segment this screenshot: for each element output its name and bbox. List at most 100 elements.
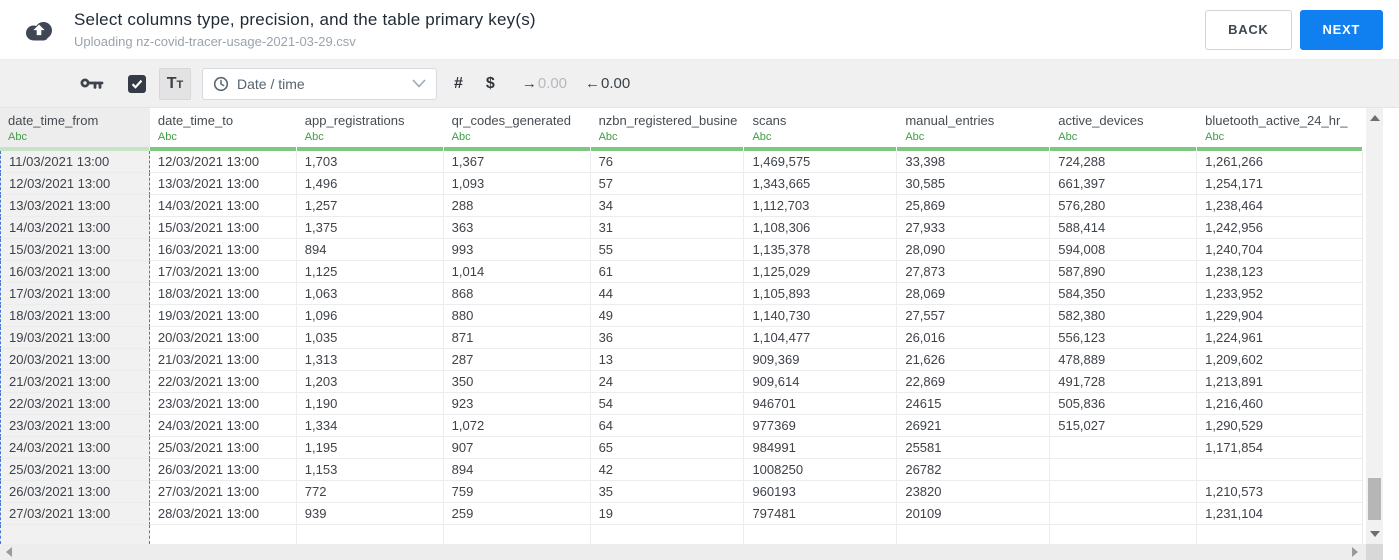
table-cell[interactable]: 724,288 [1050,151,1198,173]
table-cell[interactable]: 18/03/2021 13:00 [149,283,297,305]
table-cell[interactable]: 28,090 [897,239,1051,261]
table-cell[interactable]: 12/03/2021 13:00 [0,173,150,195]
table-cell[interactable]: 19/03/2021 13:00 [0,327,150,349]
table-cell[interactable]: 588,414 [1050,217,1198,239]
back-button[interactable]: BACK [1205,9,1292,50]
table-cell[interactable]: 15/03/2021 13:00 [0,239,150,261]
table-cell[interactable]: 1,140,730 [744,305,898,327]
table-cell[interactable] [1050,481,1198,503]
table-cell[interactable]: 25,869 [897,195,1051,217]
table-cell[interactable]: 44 [590,283,745,305]
table-cell[interactable]: 1,112,703 [744,195,898,217]
column-type-select[interactable]: Date / time [202,67,437,100]
table-cell[interactable]: 960193 [744,481,898,503]
table-cell[interactable]: 1,096 [296,305,444,327]
table-cell[interactable]: 23/03/2021 13:00 [0,415,150,437]
table-cell[interactable] [1050,503,1198,525]
table-cell[interactable]: 22/03/2021 13:00 [149,371,297,393]
table-cell[interactable]: 1,469,575 [744,151,898,173]
table-cell[interactable]: 1,313 [296,349,444,371]
table-cell[interactable]: 23820 [897,481,1051,503]
table-cell[interactable]: 27,873 [897,261,1051,283]
table-cell[interactable]: 1,035 [296,327,444,349]
table-cell[interactable]: 909,614 [744,371,898,393]
column-header-scans[interactable]: scans Abc [744,108,897,151]
table-cell[interactable]: 1,703 [296,151,444,173]
table-cell[interactable]: 14/03/2021 13:00 [0,217,150,239]
table-cell[interactable]: 1,238,123 [1197,261,1363,283]
table-cell[interactable]: 594,008 [1050,239,1198,261]
table-cell[interactable]: 16/03/2021 13:00 [149,239,297,261]
table-cell[interactable]: 1,135,378 [744,239,898,261]
table-cell[interactable]: 1,216,460 [1197,393,1363,415]
table-cell[interactable]: 24/03/2021 13:00 [0,437,150,459]
table-cell[interactable]: 1,104,477 [744,327,898,349]
table-cell[interactable]: 1,153 [296,459,444,481]
table-cell[interactable]: 64 [590,415,745,437]
table-cell[interactable]: 16/03/2021 13:00 [0,261,150,283]
table-cell[interactable]: 24615 [897,393,1051,415]
table-cell[interactable]: 13 [590,349,745,371]
horizontal-scrollbar[interactable] [0,544,1366,560]
table-cell[interactable]: 505,836 [1050,393,1198,415]
table-cell[interactable]: 15/03/2021 13:00 [149,217,297,239]
table-cell[interactable]: 984991 [744,437,898,459]
table-cell[interactable]: 1,190 [296,393,444,415]
table-cell[interactable] [0,525,150,544]
table-cell[interactable]: 26782 [897,459,1051,481]
table-cell[interactable]: 49 [590,305,745,327]
table-cell[interactable] [1050,525,1198,544]
table-cell[interactable]: 288 [443,195,591,217]
table-cell[interactable] [1050,437,1198,459]
table-cell[interactable]: 1,125,029 [744,261,898,283]
table-cell[interactable]: 1,171,854 [1197,437,1363,459]
table-cell[interactable]: 1,195 [296,437,444,459]
table-cell[interactable]: 1,125 [296,261,444,283]
scroll-right-icon[interactable] [1352,547,1358,557]
table-cell[interactable]: 54 [590,393,745,415]
table-cell[interactable]: 1,238,464 [1197,195,1363,217]
table-cell[interactable]: 1,203 [296,371,444,393]
column-header-active_devices[interactable]: active_devices Abc [1050,108,1197,151]
table-cell[interactable]: 76 [590,151,745,173]
table-cell[interactable]: 21,626 [897,349,1051,371]
table-cell[interactable]: 28,069 [897,283,1051,305]
table-cell[interactable]: 1,224,961 [1197,327,1363,349]
table-cell[interactable]: 42 [590,459,745,481]
table-cell[interactable]: 1,334 [296,415,444,437]
table-cell[interactable]: 24 [590,371,745,393]
table-cell[interactable] [1050,459,1198,481]
table-cell[interactable]: 977369 [744,415,898,437]
scroll-left-icon[interactable] [6,547,12,557]
table-cell[interactable]: 13/03/2021 13:00 [0,195,150,217]
table-cell[interactable]: 661,397 [1050,173,1198,195]
scroll-down-icon[interactable] [1370,531,1380,537]
table-cell[interactable]: 1,254,171 [1197,173,1363,195]
table-cell[interactable]: 894 [443,459,591,481]
table-cell[interactable]: 576,280 [1050,195,1198,217]
decrease-precision-button[interactable]: ← 0.00 [585,75,631,92]
column-header-qr_codes_generated[interactable]: qr_codes_generated Abc [443,108,591,151]
table-cell[interactable]: 26/03/2021 13:00 [0,481,150,503]
table-cell[interactable]: 21/03/2021 13:00 [0,371,150,393]
table-cell[interactable]: 31 [590,217,745,239]
table-cell[interactable]: 1,242,956 [1197,217,1363,239]
column-header-bluetooth_active_24_hr_[interactable]: bluetooth_active_24_hr_ Abc [1197,108,1363,151]
table-cell[interactable]: 946701 [744,393,898,415]
table-cell[interactable]: 880 [443,305,591,327]
table-cell[interactable]: 759 [443,481,591,503]
table-cell[interactable]: 582,380 [1050,305,1198,327]
primary-key-button[interactable] [80,76,104,92]
table-cell[interactable]: 491,728 [1050,371,1198,393]
table-cell[interactable]: 287 [443,349,591,371]
text-type-button[interactable]: Tt [159,67,191,100]
next-button[interactable]: NEXT [1299,9,1383,50]
table-cell[interactable]: 868 [443,283,591,305]
table-cell[interactable]: 1,367 [443,151,591,173]
table-cell[interactable]: 1,014 [443,261,591,283]
table-cell[interactable] [1197,459,1363,481]
table-cell[interactable]: 27/03/2021 13:00 [149,481,297,503]
table-cell[interactable] [149,525,297,544]
table-cell[interactable]: 923 [443,393,591,415]
table-cell[interactable]: 584,350 [1050,283,1198,305]
